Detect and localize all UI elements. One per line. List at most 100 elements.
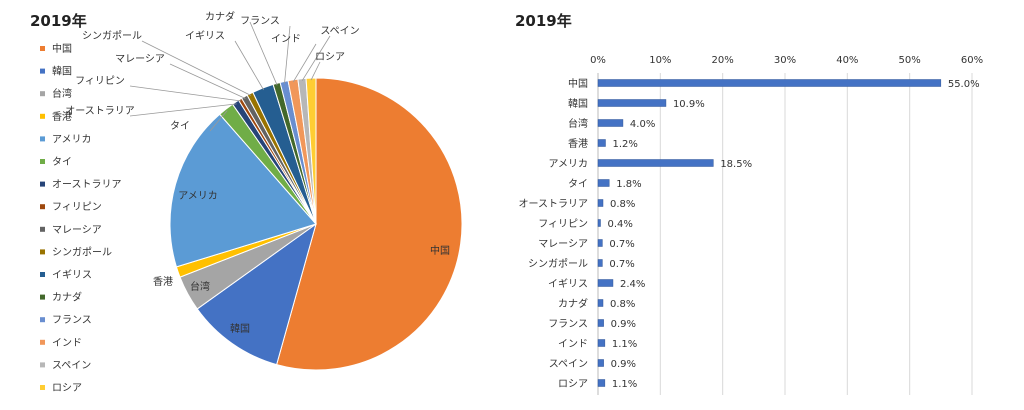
data-label-0: 55.0%	[948, 79, 980, 90]
category-label-13: インド	[558, 339, 588, 350]
bar-7	[597, 219, 601, 227]
category-label-6: オーストラリア	[519, 198, 589, 210]
x-tick-label-6: 60%	[961, 55, 983, 66]
data-label-1: 10.9%	[673, 99, 705, 110]
bar-title: 2019年	[515, 12, 572, 30]
pie-leader-line-12	[284, 25, 291, 84]
data-label-4: 18.5%	[720, 159, 752, 170]
pie-leader-line-7	[129, 85, 242, 102]
bar-1	[597, 99, 667, 107]
pie-label-8: マレーシア	[115, 54, 165, 65]
category-label-7: フィリピン	[538, 218, 588, 230]
legend-swatch-6	[40, 181, 45, 187]
legend-label-8: マレーシア	[52, 225, 102, 236]
category-label-12: フランス	[548, 318, 588, 330]
category-label-9: シンガポール	[528, 258, 588, 270]
data-label-3: 1.2%	[612, 139, 637, 150]
pie-leader-line-14	[301, 35, 331, 81]
x-tick-label-2: 20%	[712, 55, 734, 66]
legend-swatch-0	[40, 46, 45, 51]
legend-label-6: オーストラリア	[52, 179, 122, 191]
category-label-2: 台湾	[568, 117, 588, 130]
legend-label-11: カナダ	[52, 291, 82, 304]
legend-swatch-7	[40, 204, 45, 210]
pie-label-6: オーストラリア	[65, 105, 135, 117]
legend-label-5: タイ	[52, 156, 72, 168]
legend-label-14: スペイン	[52, 360, 91, 371]
x-tick-label-4: 40%	[836, 55, 858, 66]
category-label-1: 韓国	[568, 98, 588, 110]
pie-label-5: タイ	[170, 120, 190, 132]
pie-label-0: 中国	[430, 244, 450, 257]
legend-label-7: フィリピン	[52, 201, 102, 213]
pie-title: 2019年	[30, 12, 87, 30]
legend-swatch-10	[40, 272, 45, 277]
legend-label-0: 中国	[52, 42, 72, 55]
data-label-9: 0.7%	[609, 259, 634, 270]
data-label-14: 0.9%	[611, 359, 636, 370]
bar-5	[597, 179, 610, 187]
legend-swatch-1	[40, 68, 45, 74]
legend-label-4: アメリカ	[52, 133, 92, 145]
x-tick-label-5: 50%	[899, 55, 921, 66]
legend-label-10: イギリス	[52, 269, 92, 281]
pie-leader-line-5	[209, 110, 228, 132]
legend-swatch-12	[40, 317, 45, 323]
pie-label-10: イギリス	[185, 30, 225, 42]
bar-6	[597, 199, 604, 207]
legend-label-13: インド	[52, 338, 82, 349]
pie-label-12: フランス	[240, 15, 280, 27]
bar-13	[597, 339, 606, 347]
x-tick-label-0: 0%	[590, 55, 606, 66]
bar-14	[597, 359, 604, 367]
data-label-13: 1.1%	[612, 339, 637, 350]
x-tick-label-1: 10%	[649, 55, 671, 66]
category-label-10: イギリス	[548, 278, 588, 290]
data-label-7: 0.4%	[607, 219, 632, 230]
legend-swatch-14	[40, 362, 45, 368]
legend-swatch-3	[40, 113, 45, 119]
pie-slice-1	[196, 222, 317, 366]
bar-12	[597, 319, 604, 327]
x-tick-label-3: 30%	[774, 55, 796, 66]
legend-swatch-9	[40, 249, 45, 255]
pie-leader-line-15	[310, 61, 321, 81]
bar-0	[597, 79, 942, 87]
category-label-8: マレーシア	[538, 239, 588, 250]
bar-15	[597, 379, 606, 387]
data-label-12: 0.9%	[611, 319, 636, 330]
legend-label-12: フランス	[52, 314, 92, 326]
pie-label-1: 韓国	[230, 323, 250, 335]
pie-leader-line-13	[292, 43, 317, 83]
data-label-11: 0.8%	[610, 299, 635, 310]
pie-leader-line-8	[169, 63, 246, 99]
category-label-15: ロシア	[558, 379, 588, 390]
legend-swatch-2	[40, 91, 45, 97]
legend-label-9: シンガポール	[52, 246, 112, 258]
pie-slice-4	[169, 113, 317, 268]
category-label-11: カナダ	[558, 297, 588, 310]
pie-label-14: スペイン	[320, 26, 359, 37]
pie-label-4: アメリカ	[178, 190, 218, 202]
pie-leader-line-9	[141, 40, 252, 96]
pie-label-2: 台湾	[190, 280, 210, 293]
bar-11	[597, 299, 604, 307]
pie-label-13: インド	[271, 34, 301, 45]
legend-label-3: 香港	[52, 111, 72, 123]
pie-label-9: シンガポール	[82, 30, 142, 42]
bar-10	[597, 279, 614, 287]
data-label-8: 0.7%	[609, 239, 634, 250]
legend-label-1: 韓国	[52, 66, 72, 78]
category-label-0: 中国	[568, 77, 588, 90]
pie-leader-line-10	[234, 40, 264, 91]
bar-8	[597, 239, 603, 247]
category-label-14: スペイン	[549, 359, 588, 370]
legend-swatch-13	[40, 339, 45, 345]
data-label-2: 4.0%	[630, 119, 655, 130]
pie-label-11: カナダ	[205, 10, 235, 23]
data-label-10: 2.4%	[620, 279, 645, 290]
pie-label-3: 香港	[153, 276, 173, 288]
pie-slice-15	[305, 77, 317, 225]
